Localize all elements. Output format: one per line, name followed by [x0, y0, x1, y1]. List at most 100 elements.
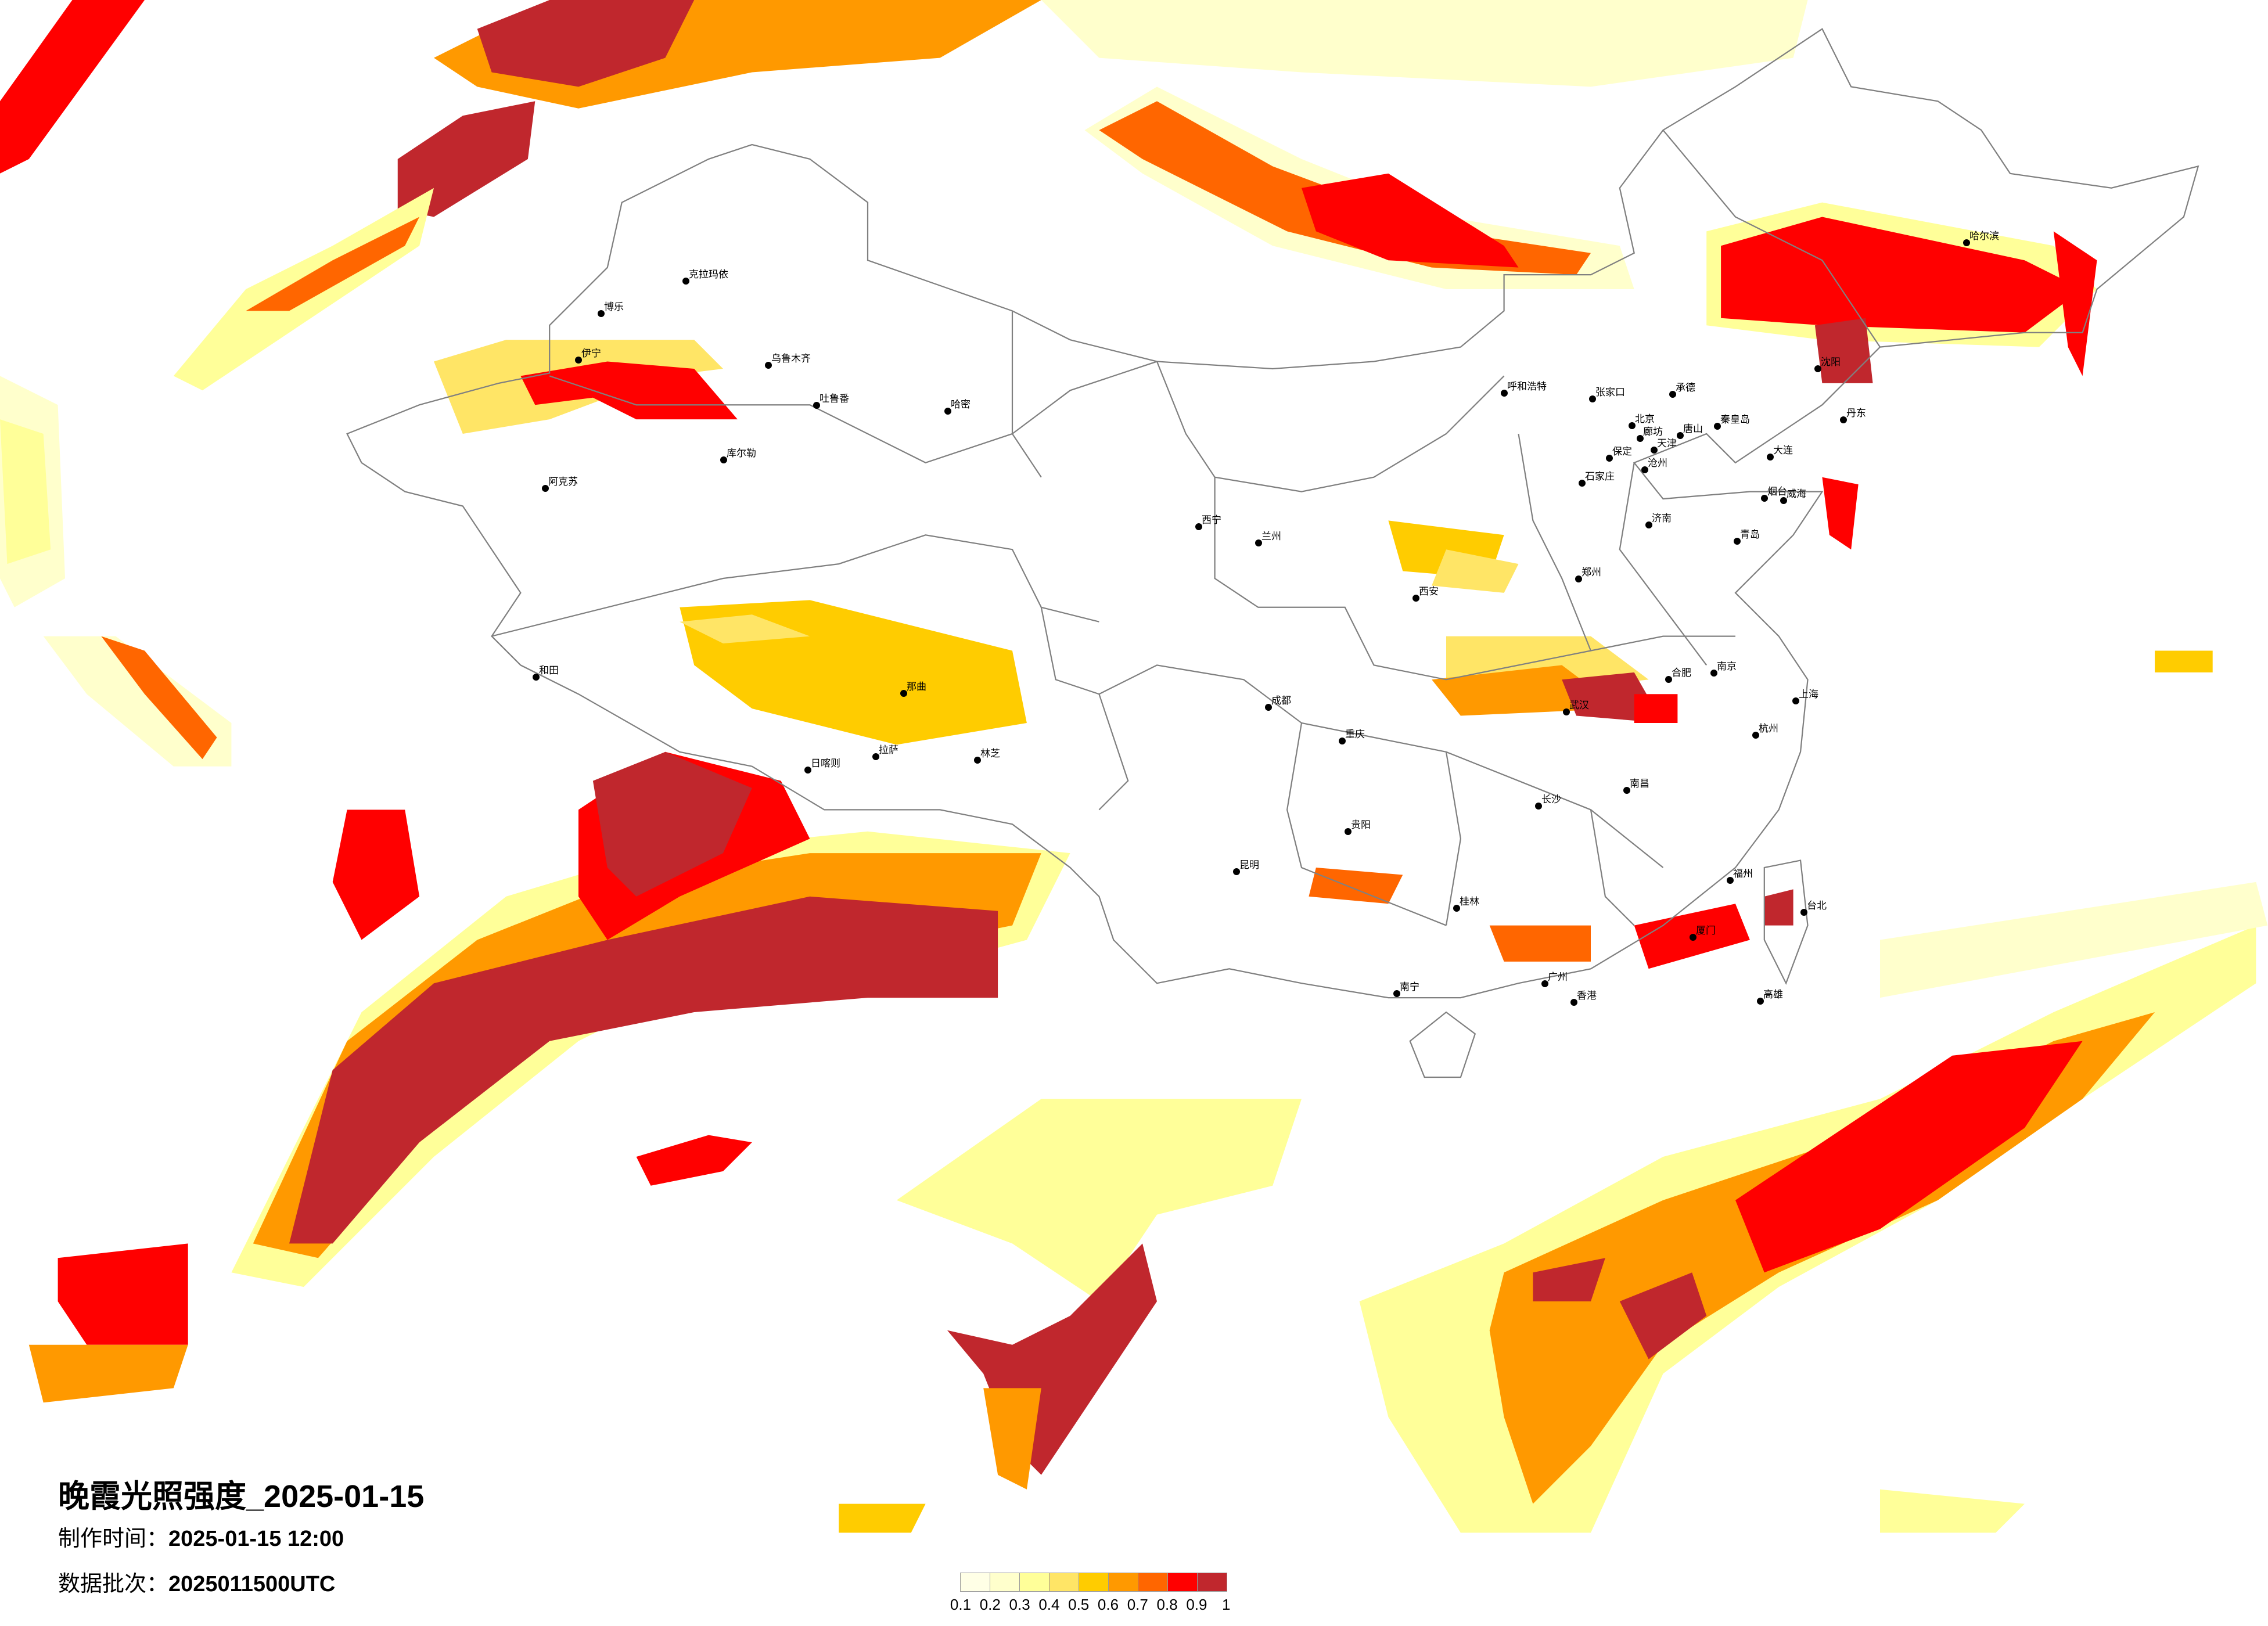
city-marker: 和田 — [533, 665, 559, 681]
city-dot — [1579, 480, 1586, 487]
production-time-label: 制作时间： — [58, 1527, 169, 1551]
province-border — [1214, 477, 1447, 681]
city-label: 吐鲁番 — [820, 393, 849, 405]
city-dot — [1714, 423, 1721, 430]
city-marker: 成都 — [1265, 695, 1291, 711]
intensity-region — [1814, 318, 1873, 383]
city-label: 桂林 — [1460, 896, 1479, 908]
legend-swatch — [1049, 1573, 1079, 1591]
city-marker: 承德 — [1669, 382, 1695, 398]
intensity-region — [0, 419, 51, 564]
city-dot — [1727, 877, 1734, 884]
city-dot — [1606, 455, 1613, 462]
city-dot — [1255, 539, 1262, 546]
intensity-region — [1764, 889, 1793, 926]
city-label: 兰州 — [1261, 531, 1281, 542]
legend-swatch — [1198, 1573, 1227, 1591]
city-label: 那曲 — [907, 681, 926, 693]
city-label: 博乐 — [604, 301, 624, 313]
city-marker: 武汉 — [1563, 700, 1589, 715]
legend-swatch — [1079, 1573, 1109, 1591]
city-label: 青岛 — [1740, 529, 1760, 541]
city-marker: 日喀则 — [804, 758, 840, 774]
data-batch-label: 数据批次： — [58, 1572, 169, 1596]
city-dot — [1814, 365, 1821, 372]
city-marker: 阿克苏 — [542, 476, 578, 492]
intensity-region — [1302, 173, 1519, 268]
city-label: 高雄 — [1763, 989, 1783, 1001]
city-marker: 唐山 — [1677, 423, 1703, 439]
city-dot — [1840, 416, 1847, 423]
city-marker: 厦门 — [1690, 925, 1716, 941]
city-label: 昆明 — [1239, 859, 1259, 871]
city-marker: 哈尔滨 — [1963, 231, 1999, 246]
city-marker: 库尔勒 — [720, 448, 756, 463]
city-dot — [804, 767, 811, 774]
intensity-region — [636, 1135, 752, 1186]
legend-tick-label: 0.2 — [979, 1596, 1001, 1613]
intensity-region — [1634, 694, 1678, 723]
legend-tick-label: 0.7 — [1127, 1596, 1148, 1613]
legend-tick-label: 1 — [1221, 1596, 1231, 1613]
intensity-region — [477, 0, 695, 87]
city-marker: 青岛 — [1734, 529, 1760, 545]
province-border — [1011, 311, 1042, 478]
country-border — [346, 28, 2199, 999]
city-marker: 贵阳 — [1345, 819, 1371, 835]
city-marker: 烟台 — [1761, 486, 1787, 502]
city-dot — [765, 362, 772, 369]
legend-tick-label: 0.4 — [1038, 1596, 1060, 1613]
city-dot — [872, 753, 879, 760]
city-marker: 兰州 — [1255, 531, 1281, 546]
city-label: 哈尔滨 — [1969, 231, 1999, 242]
province-border — [1286, 722, 1447, 926]
intensity-region — [1099, 101, 1591, 275]
city-label: 广州 — [1548, 972, 1568, 983]
city-marker: 高雄 — [1757, 989, 1783, 1005]
intensity-region — [397, 101, 535, 217]
color-legend — [960, 1573, 1227, 1592]
city-label: 张家口 — [1595, 387, 1625, 398]
intensity-region — [289, 896, 998, 1244]
city-label: 林芝 — [980, 748, 1000, 760]
city-label: 大连 — [1773, 445, 1793, 456]
legend-swatch — [1109, 1573, 1138, 1591]
city-dot — [598, 310, 605, 317]
city-dot — [542, 485, 549, 492]
intensity-region — [1735, 1041, 2083, 1273]
intensity-layer — [0, 0, 2268, 1533]
intensity-region — [101, 636, 217, 760]
city-dot — [1800, 909, 1807, 916]
country-border — [1763, 859, 1809, 985]
legend-tick-label: 0.6 — [1097, 1596, 1119, 1613]
city-label: 香港 — [1577, 990, 1597, 1002]
city-dot — [1752, 732, 1759, 739]
city-marker: 那曲 — [900, 681, 926, 697]
city-label: 福州 — [1733, 868, 1753, 880]
data-batch-value: 2025011500UTC — [168, 1572, 336, 1596]
city-label: 烟台 — [1767, 486, 1787, 498]
city-label: 南京 — [1717, 661, 1737, 672]
city-label: 北京 — [1635, 413, 1655, 425]
city-label: 合肥 — [1672, 667, 1691, 679]
city-marker: 南宁 — [1393, 981, 1419, 997]
city-label: 济南 — [1652, 513, 1672, 524]
city-dot — [1623, 787, 1630, 794]
intensity-region — [680, 614, 810, 644]
city-dot — [1641, 466, 1648, 473]
intensity-region — [947, 1243, 1157, 1475]
city-marker: 威海 — [1780, 488, 1806, 504]
province-border — [491, 534, 1099, 637]
city-marker: 桂林 — [1453, 896, 1479, 912]
production-time-value: 2025-01-15 12:00 — [168, 1527, 344, 1551]
city-marker: 沈阳 — [1814, 357, 1841, 372]
city-label: 沈阳 — [1821, 357, 1841, 368]
intensity-region — [1880, 882, 2268, 998]
city-label: 哈密 — [951, 399, 971, 411]
city-dot — [1453, 905, 1460, 912]
city-label: 石家庄 — [1585, 471, 1615, 483]
city-label: 阿克苏 — [548, 476, 578, 488]
legend-tick-label: 0.8 — [1156, 1596, 1178, 1613]
legend-tick-label: 0.5 — [1068, 1596, 1090, 1613]
city-dot — [1575, 575, 1582, 582]
